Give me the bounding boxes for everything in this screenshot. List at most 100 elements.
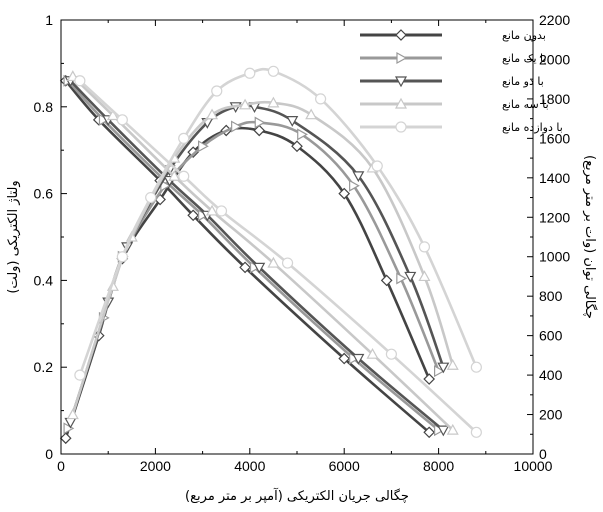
legend-label: با دوازده مانع [502,121,563,134]
y-right-tick-label: 2000 [539,51,570,67]
x-tick-label: 2000 [140,458,171,474]
legend-item: بدون مانع [360,29,546,42]
power-point [254,116,266,129]
legend-marker [395,121,407,133]
power-point [423,373,436,385]
x-tick-label: 10000 [514,458,553,474]
power-point [63,422,75,435]
voltage-point [178,170,190,182]
legend-label: بدون مانع [502,29,546,42]
y-left-tick-label: 1 [45,12,53,28]
y-right-tick-label: 1600 [539,130,570,146]
x-tick-label: 6000 [329,458,360,474]
power-point [297,128,308,141]
legend-item: با دو مانع [360,75,544,88]
legend-item: با دوازده مانع [360,121,563,134]
plot-lines [59,65,482,445]
y-right-tick-label: 400 [539,367,563,383]
y-right-tick-label: 0 [539,446,547,462]
voltage-point [281,257,294,269]
power-point [244,67,256,79]
power-point [211,85,223,97]
power-point [470,361,482,373]
voltage-point [74,75,86,87]
power-point [396,272,408,285]
legend-label: با دو مانع [502,75,544,88]
axis-ticks: 0 2000 4000 6000 8000 1000000.20.40.60.810200… [34,12,571,474]
power-point [404,271,417,283]
power-point [198,140,209,153]
power-point [267,96,280,108]
legend-item: با یک مانع [360,51,546,65]
legend: بدون مانع با یک مانع با دو مانع با سه مانع ب… [360,29,563,134]
y-left-tick-label: 0.2 [34,359,54,375]
y-left-tick-label: 0.8 [34,99,54,115]
voltage-point [267,256,280,268]
voltage-point [253,262,266,274]
y-left-tick-label: 0.6 [34,186,54,202]
legend-label: با سه مانع [502,98,549,111]
voltage-point [366,347,379,359]
power-point [206,108,219,120]
power-point [253,124,266,137]
power-line [64,126,431,439]
x-tick-label: 8000 [423,458,454,474]
power-point [434,365,445,378]
power-point [286,116,299,127]
y-right-tick-label: 200 [539,407,563,423]
legend-marker [394,97,408,109]
voltage-point [446,423,459,435]
y-left-tick-label: 0 [45,446,53,462]
power-point [352,171,365,183]
voltage-point [239,261,251,274]
y-left-tick-label: 0.4 [34,272,54,288]
power-point [371,160,383,172]
legend-marker [395,29,407,41]
voltage-point [116,114,128,126]
power-point [315,93,327,105]
y-right-tick-label: 600 [539,328,563,344]
legend-marker [396,51,408,65]
power-point [267,65,279,77]
power-point [239,98,252,110]
x-tick-label: 4000 [234,458,265,474]
voltage-point [437,425,450,437]
power-point [59,432,72,445]
voltage-point [470,426,482,438]
voltage-point [385,348,397,360]
power-point [305,108,318,120]
power-point [418,241,431,253]
voltage-line [69,79,445,432]
voltage-point [206,204,219,216]
y-right-tick-label: 1000 [539,249,570,265]
x-axis-title: چگالی جریان الکتریکی (آمپر بر متر مربع) [185,487,409,504]
power-point [178,132,190,144]
voltage-point [352,353,365,365]
power-point [66,408,79,420]
y-right-tick-label: 2200 [539,12,570,28]
series-5 [74,65,482,438]
y-axis-left-title: ولتاژ الکتریکی (ولت) [6,180,21,293]
x-tick-label: 0 [57,458,65,474]
voltage-point [187,209,200,222]
y-axis-right-title: چگالی توان (وات بر متر مربع) [582,155,598,319]
legend-item: با سه مانع [360,97,549,111]
legend-marker [394,76,408,88]
voltage-point [423,426,436,439]
y-right-tick-label: 1200 [539,209,570,225]
power-point [338,187,351,200]
power-point [418,270,431,282]
legend-label: با یک مانع [502,52,546,65]
power-point [145,191,157,204]
power-point [291,140,303,153]
voltage-point [215,205,228,217]
power-point [74,369,86,381]
y-right-tick-label: 1400 [539,170,570,186]
power-point [437,362,450,374]
voltage-point [168,170,181,181]
voltage-point [338,352,351,365]
power-point [349,179,360,192]
y-right-tick-label: 800 [539,288,563,304]
power-point [446,358,459,370]
